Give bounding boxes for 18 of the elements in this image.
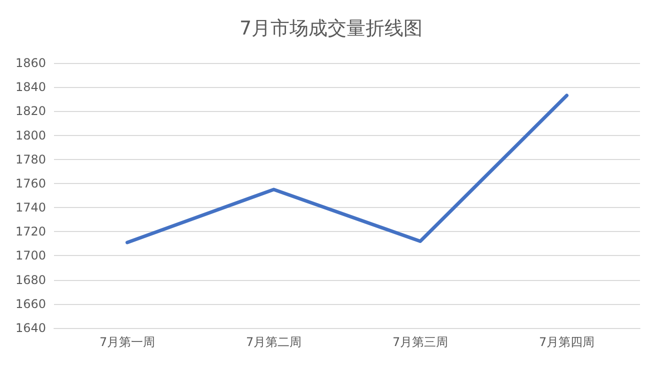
y-tick-label: 1820: [15, 104, 46, 118]
y-tick-label: 1680: [15, 272, 46, 287]
x-tick-label: 7月第二周: [246, 335, 302, 349]
y-tick-label: 1740: [15, 200, 46, 215]
y-tick-label: 1860: [15, 56, 46, 70]
y-tick-label: 1660: [15, 296, 46, 311]
y-tick-label: 1800: [15, 128, 46, 142]
x-tick-label: 7月第一周: [99, 335, 156, 349]
x-tick-label: 7月第三周: [392, 335, 448, 349]
y-tick-label: 1720: [15, 224, 46, 239]
y-tick-label: 1760: [15, 176, 46, 190]
y-tick-label: 1780: [15, 152, 46, 166]
line-series: [126, 94, 568, 244]
x-tick-label: 7月第四周: [538, 335, 595, 349]
y-tick-label: 1640: [15, 321, 46, 335]
y-tick-label: 1840: [15, 80, 46, 94]
chart-title: 7月市场成交量折线图: [239, 18, 423, 40]
y-tick-label: 1700: [15, 248, 46, 263]
